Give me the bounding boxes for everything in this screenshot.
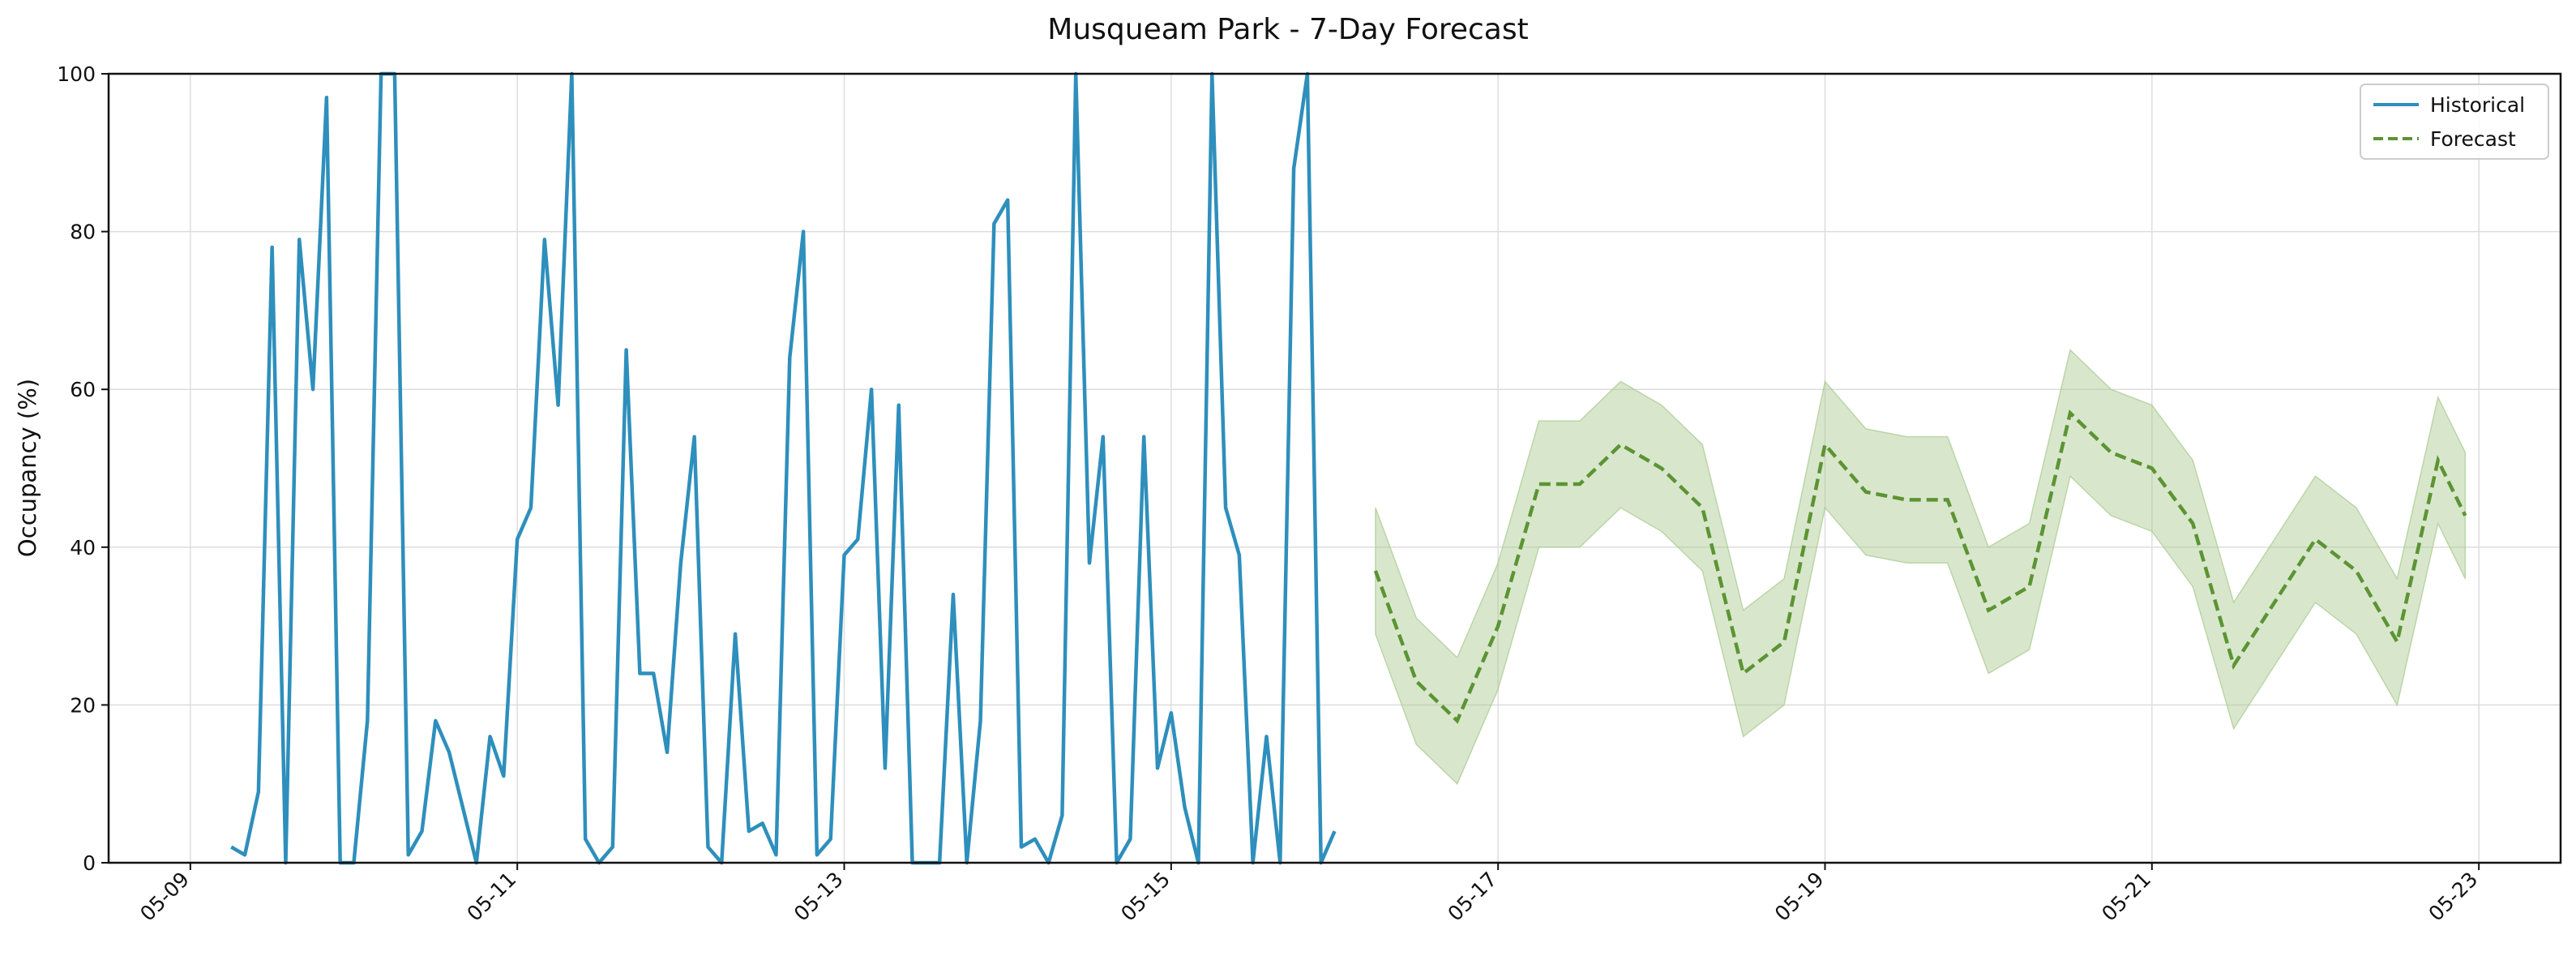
x-tick-label: 05-21	[2097, 868, 2155, 926]
plot-frame	[107, 72, 2562, 864]
y-tick-label: 100	[57, 62, 96, 86]
x-tick-label: 05-15	[1116, 868, 1175, 926]
x-tick-label: 05-17	[1444, 868, 1502, 926]
x-tick-label: 05-11	[463, 868, 521, 926]
x-tick-label: 05-23	[2424, 868, 2483, 926]
forecast-band-layer	[1375, 349, 2467, 785]
forecast-confidence-band	[1375, 349, 2467, 785]
x-tick-label: 05-13	[789, 868, 848, 926]
legend: Historical Forecast	[2360, 84, 2549, 160]
x-axis: 05-09 05-11 05-13 05-15 05-17 05-19 05-21 05-23	[135, 863, 2482, 926]
legend-forecast-label: Forecast	[2430, 127, 2516, 151]
y-tick-label: 60	[70, 378, 96, 401]
historical-series-line	[230, 71, 1337, 865]
series-layer	[230, 71, 2467, 865]
x-tick-label: 05-19	[1770, 868, 1829, 926]
x-tick-label: 05-09	[135, 868, 194, 926]
y-tick-label: 0	[83, 851, 96, 875]
forecast-series-line	[1373, 409, 2467, 724]
chart-title: Musqueam Park - 7-Day Forecast	[1047, 13, 1528, 46]
y-axis-label: Occupancy (%)	[14, 379, 41, 557]
y-axis: 0 20 40 60 80 100	[57, 62, 109, 875]
y-tick-label: 80	[70, 221, 96, 244]
y-tick-label: 40	[70, 536, 96, 559]
y-tick-label: 20	[70, 693, 96, 717]
legend-historical-label: Historical	[2430, 93, 2525, 117]
